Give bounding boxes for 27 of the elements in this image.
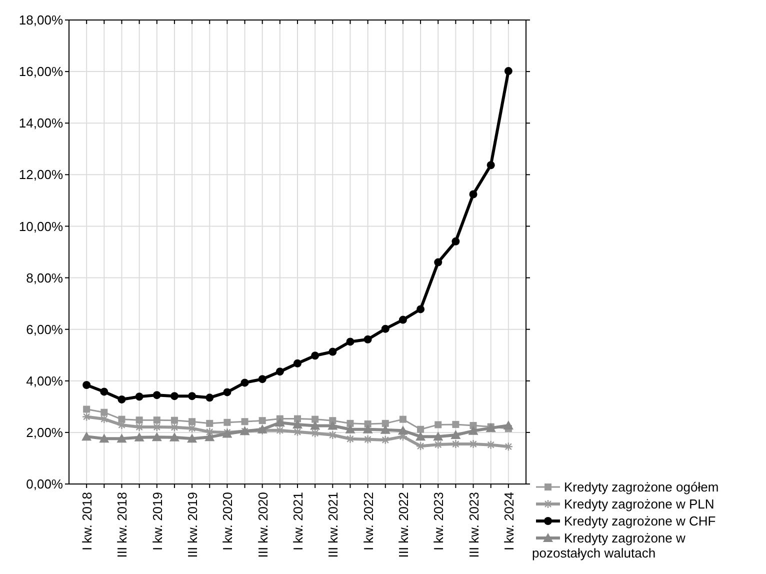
legend-label: Kredyty zagrożone w CHF	[564, 514, 716, 529]
x-tick-label: I kw. 2023	[431, 492, 446, 551]
y-tick-label: 16,00%	[18, 64, 64, 80]
x-tick-label: III kw. 2023	[466, 492, 482, 558]
x-tick-label: I kw. 2020	[220, 492, 236, 551]
y-tick-label: 0,00%	[26, 476, 64, 492]
x-tick-label: I kw. 2021	[290, 492, 306, 551]
y-tick-label: 8,00%	[26, 270, 64, 286]
y-tick-label: 14,00%	[18, 116, 64, 131]
legend-label: Kredyty zagrożone ogółem	[564, 480, 719, 495]
y-tick-label: 12,00%	[18, 167, 64, 182]
x-tick-label: I kw. 2018	[80, 492, 95, 551]
legend-label: Kredyty zagrożone w pozostałych walutach	[532, 530, 686, 561]
y-tick-label: 18,00%	[18, 12, 64, 28]
legend-label: Kredyty zagrożone w PLN	[564, 496, 714, 512]
x-tick-label: I kw. 2022	[360, 492, 376, 551]
x-tick-label: III kw. 2018	[114, 492, 130, 558]
y-tick-label: 4,00%	[26, 373, 64, 388]
x-tick-label: I kw. 2019	[150, 492, 165, 551]
x-tick-label: III kw. 2021	[326, 492, 341, 558]
x-tick-label: III kw. 2019	[185, 492, 200, 558]
y-tick-label: 10,00%	[18, 218, 64, 234]
x-tick-label: III kw. 2022	[396, 492, 411, 558]
y-tick-label: 2,00%	[26, 424, 64, 440]
y-tick-label: 6,00%	[26, 322, 64, 337]
x-tick-label: III kw. 2020	[255, 492, 270, 558]
x-tick-label: I kw. 2024	[501, 492, 516, 551]
